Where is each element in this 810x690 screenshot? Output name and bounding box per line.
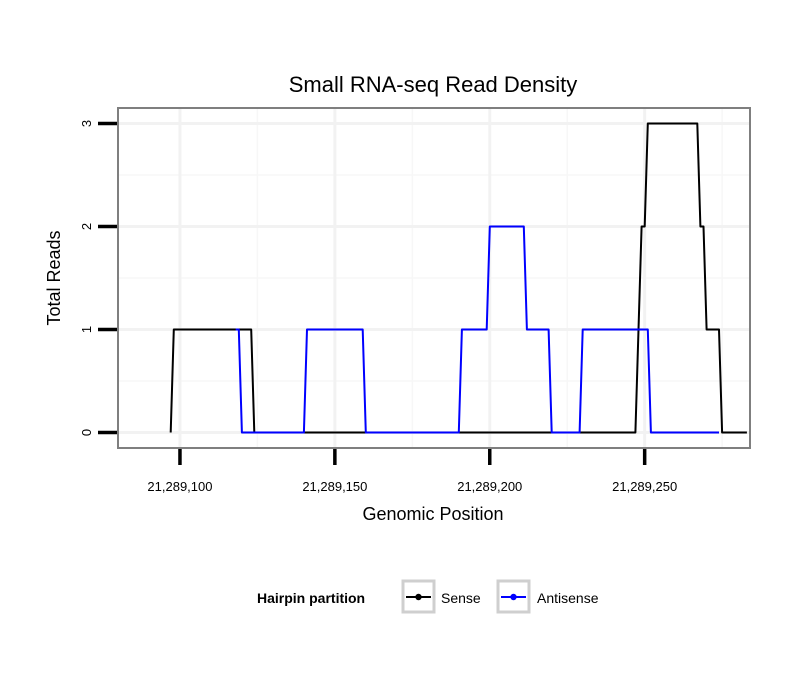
x-tick-label: 21,289,150 — [302, 479, 367, 494]
legend-item-sense: Sense — [401, 579, 481, 614]
x-tick-label: 21,289,100 — [147, 479, 212, 494]
legend-label-antisense: Antisense — [537, 590, 599, 606]
x-axis-title: Genomic Position — [362, 504, 503, 524]
y-tick-label: 3 — [79, 120, 94, 127]
legend-title: Hairpin partition — [257, 590, 365, 606]
y-tick-label: 1 — [79, 326, 94, 333]
series-line-sense — [169, 122, 747, 434]
chart-title: Small RNA-seq Read Density — [289, 72, 578, 97]
legend: Hairpin partition Sense Antisense — [257, 579, 599, 614]
legend-label-sense: Sense — [441, 590, 481, 606]
grid-lines — [118, 108, 750, 448]
y-tick-label: 0 — [79, 429, 94, 436]
series-layer — [169, 122, 747, 434]
legend-item-antisense: Antisense — [496, 579, 599, 614]
series-line-antisense — [235, 225, 719, 434]
x-tick-label: 21,289,200 — [457, 479, 522, 494]
plot-border — [117, 107, 751, 449]
y-axis: 0 1 2 3 — [79, 120, 117, 436]
x-tick-label: 21,289,250 — [612, 479, 677, 494]
legend-marker-sense — [415, 593, 422, 601]
x-axis: 21,289,100 21,289,150 21,289,200 21,289,250 — [147, 449, 677, 494]
y-axis-title: Total Reads — [44, 230, 64, 325]
y-tick-label: 2 — [79, 223, 94, 230]
legend-marker-antisense — [510, 593, 517, 601]
